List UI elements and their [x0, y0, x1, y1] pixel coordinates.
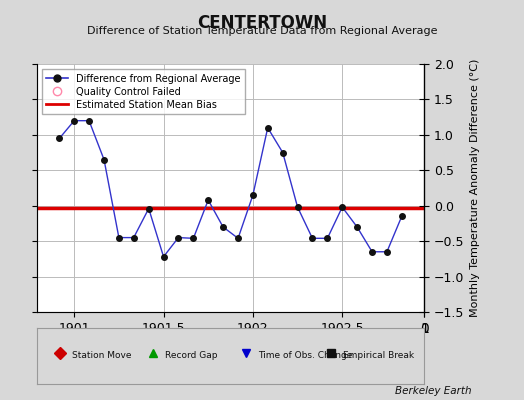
- Text: Empirical Break: Empirical Break: [343, 352, 414, 360]
- Text: Record Gap: Record Gap: [165, 352, 217, 360]
- Text: Berkeley Earth: Berkeley Earth: [395, 386, 472, 396]
- Legend: Difference from Regional Average, Quality Control Failed, Estimated Station Mean: Difference from Regional Average, Qualit…: [41, 69, 245, 114]
- Text: Time of Obs. Change: Time of Obs. Change: [258, 352, 352, 360]
- Text: Station Move: Station Move: [72, 352, 131, 360]
- Text: Difference of Station Temperature Data from Regional Average: Difference of Station Temperature Data f…: [87, 26, 437, 36]
- Text: CENTERTOWN: CENTERTOWN: [197, 14, 327, 32]
- Y-axis label: Monthly Temperature Anomaly Difference (°C): Monthly Temperature Anomaly Difference (…: [470, 59, 480, 317]
